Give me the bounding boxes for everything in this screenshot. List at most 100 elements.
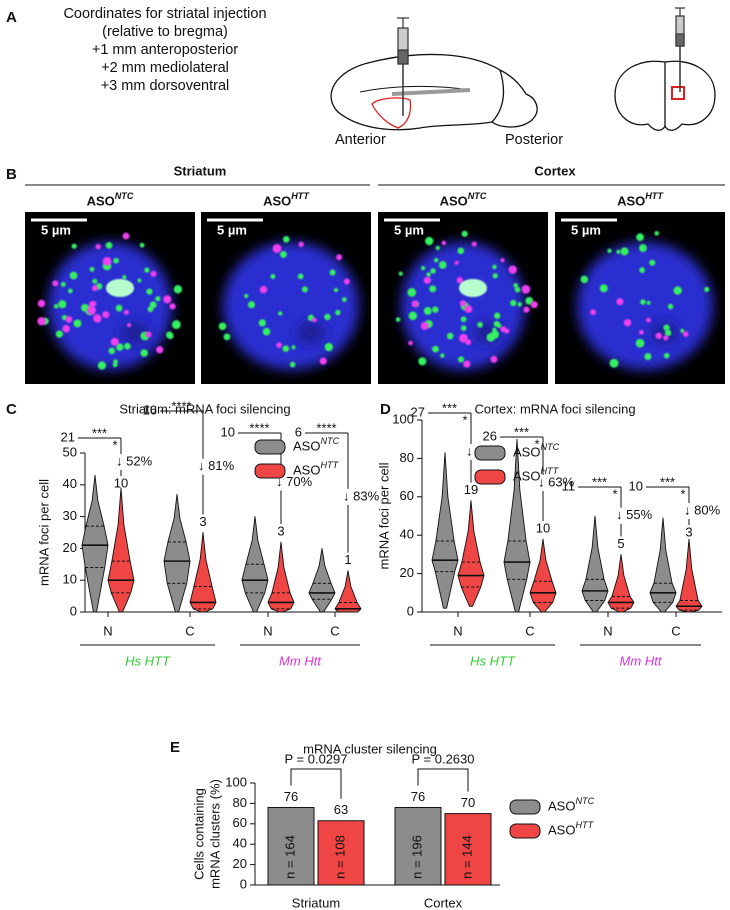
rna-spot bbox=[426, 272, 431, 277]
y-tick-label: 0 bbox=[407, 603, 414, 618]
rna-spot bbox=[95, 244, 101, 250]
change-label: ↓ 83% bbox=[343, 488, 380, 503]
rna-spot bbox=[62, 324, 70, 333]
rna-spot bbox=[97, 361, 107, 370]
rna-spot bbox=[68, 288, 73, 294]
rna-spot bbox=[530, 301, 538, 309]
rna-spot bbox=[492, 273, 498, 279]
rna-spot bbox=[69, 271, 78, 280]
change-label: ↓ 52% bbox=[116, 453, 153, 468]
significance: *** bbox=[592, 474, 607, 489]
superscript: HTT bbox=[540, 466, 559, 476]
y-tick-label: 60 bbox=[400, 488, 414, 503]
scale-label: 5 µm bbox=[217, 222, 247, 237]
median-label: 6 bbox=[295, 424, 302, 439]
median-label: 27 bbox=[411, 404, 425, 419]
p-label: P = 0.2630 bbox=[411, 751, 474, 766]
rna-spot bbox=[169, 303, 176, 310]
rna-spot bbox=[81, 303, 89, 312]
injection-line: (relative to bregma) bbox=[102, 24, 228, 40]
rna-spot bbox=[580, 275, 589, 284]
change-label: ↓ 63% bbox=[538, 474, 575, 489]
rna-spot bbox=[89, 266, 95, 272]
rna-spot bbox=[116, 343, 124, 351]
p-label: P = 0.0297 bbox=[284, 751, 347, 766]
rna-spot bbox=[73, 319, 82, 328]
rna-spot bbox=[644, 353, 652, 361]
rna-spot bbox=[87, 305, 97, 315]
rna-spot bbox=[311, 317, 317, 323]
chart-title: Striatum: mRNA foci silencing bbox=[119, 401, 290, 416]
injection-line: +1 mm anteroposterior bbox=[92, 42, 238, 58]
rna-spot bbox=[432, 306, 439, 313]
rna-spot bbox=[646, 317, 651, 323]
rna-spot bbox=[139, 242, 145, 248]
rna-spot bbox=[504, 328, 510, 334]
rna-spot bbox=[398, 271, 403, 276]
x-tick-label: N bbox=[453, 623, 462, 638]
rna-spot bbox=[319, 357, 327, 365]
rna-spot bbox=[395, 317, 401, 322]
violin bbox=[457, 500, 485, 607]
rna-spot bbox=[58, 300, 67, 309]
legend-swatch bbox=[474, 445, 506, 461]
rna-spot bbox=[663, 324, 670, 331]
significance: *** bbox=[442, 400, 457, 415]
rna-spot bbox=[122, 232, 130, 240]
scale-label: 5 µm bbox=[394, 222, 424, 237]
superscript: HTT bbox=[645, 191, 664, 201]
rna-spot bbox=[646, 300, 651, 305]
rna-spot bbox=[640, 299, 646, 305]
superscript: HTT bbox=[575, 820, 594, 830]
y-tick-label: 40 bbox=[233, 836, 247, 851]
rna-spot bbox=[680, 328, 685, 333]
rna-spot bbox=[140, 349, 148, 357]
significance: * bbox=[534, 436, 539, 451]
rna-spot bbox=[301, 286, 308, 293]
rna-spot bbox=[432, 345, 439, 353]
rna-spot bbox=[37, 317, 46, 326]
rna-spot bbox=[446, 332, 454, 340]
rna-spot bbox=[272, 244, 282, 253]
x-tick-label: N bbox=[263, 623, 272, 638]
significance: * bbox=[680, 486, 685, 501]
panel-label: B bbox=[6, 166, 17, 183]
rna-spot bbox=[492, 327, 497, 333]
y-tick-label: 100 bbox=[225, 774, 247, 789]
rna-spot bbox=[298, 241, 304, 248]
violin bbox=[581, 515, 609, 613]
median-label: 10 bbox=[114, 475, 128, 490]
rna-spot bbox=[65, 316, 73, 323]
nucleus bbox=[223, 242, 359, 370]
rna-spot bbox=[639, 244, 647, 253]
group-label: Hs HTT bbox=[470, 653, 516, 668]
rna-spot bbox=[37, 299, 46, 308]
region-label: Striatum bbox=[174, 163, 227, 178]
rna-spot bbox=[341, 297, 347, 302]
panel-label: D bbox=[380, 401, 391, 418]
rna-spot bbox=[438, 261, 447, 269]
rna-spot bbox=[105, 242, 113, 249]
rna-spot bbox=[486, 333, 496, 342]
group-label: Mm Htt bbox=[279, 653, 322, 668]
rna-spot bbox=[55, 330, 64, 338]
rna-spot bbox=[421, 266, 426, 271]
rna-spot bbox=[616, 249, 621, 254]
superscript: NTC bbox=[468, 191, 487, 201]
rna-spot bbox=[464, 305, 473, 313]
median-label: 21 bbox=[61, 429, 75, 444]
rna-spot bbox=[435, 245, 440, 250]
y-tick-label: 60 bbox=[233, 815, 247, 830]
bar bbox=[317, 820, 365, 886]
rna-spot bbox=[673, 286, 682, 295]
rna-spot bbox=[289, 361, 296, 368]
rna-spot bbox=[517, 302, 522, 307]
n-label: n = 108 bbox=[332, 835, 347, 879]
rna-spot bbox=[262, 327, 271, 336]
micrograph: 5 µm bbox=[555, 212, 725, 384]
rna-spot bbox=[127, 323, 132, 328]
change-label: ↓ 55% bbox=[616, 507, 653, 522]
rna-spot bbox=[408, 340, 413, 346]
